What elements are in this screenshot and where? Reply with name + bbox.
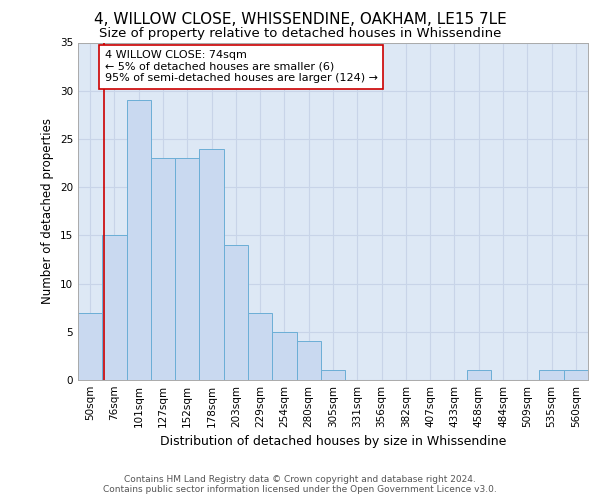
Bar <box>272 332 296 380</box>
X-axis label: Distribution of detached houses by size in Whissendine: Distribution of detached houses by size … <box>160 436 506 448</box>
Bar <box>296 342 321 380</box>
Bar <box>248 312 272 380</box>
Bar <box>564 370 588 380</box>
Text: 4 WILLOW CLOSE: 74sqm
← 5% of detached houses are smaller (6)
95% of semi-detach: 4 WILLOW CLOSE: 74sqm ← 5% of detached h… <box>105 50 378 84</box>
Bar <box>151 158 175 380</box>
Bar <box>127 100 151 380</box>
Text: 4, WILLOW CLOSE, WHISSENDINE, OAKHAM, LE15 7LE: 4, WILLOW CLOSE, WHISSENDINE, OAKHAM, LE… <box>94 12 506 28</box>
Bar <box>199 148 224 380</box>
Bar <box>224 245 248 380</box>
Text: Contains HM Land Registry data © Crown copyright and database right 2024.
Contai: Contains HM Land Registry data © Crown c… <box>103 474 497 494</box>
Bar <box>78 312 102 380</box>
Bar <box>102 236 127 380</box>
Bar <box>175 158 199 380</box>
Bar <box>467 370 491 380</box>
Y-axis label: Number of detached properties: Number of detached properties <box>41 118 55 304</box>
Text: Size of property relative to detached houses in Whissendine: Size of property relative to detached ho… <box>99 28 501 40</box>
Bar <box>539 370 564 380</box>
Bar <box>321 370 345 380</box>
